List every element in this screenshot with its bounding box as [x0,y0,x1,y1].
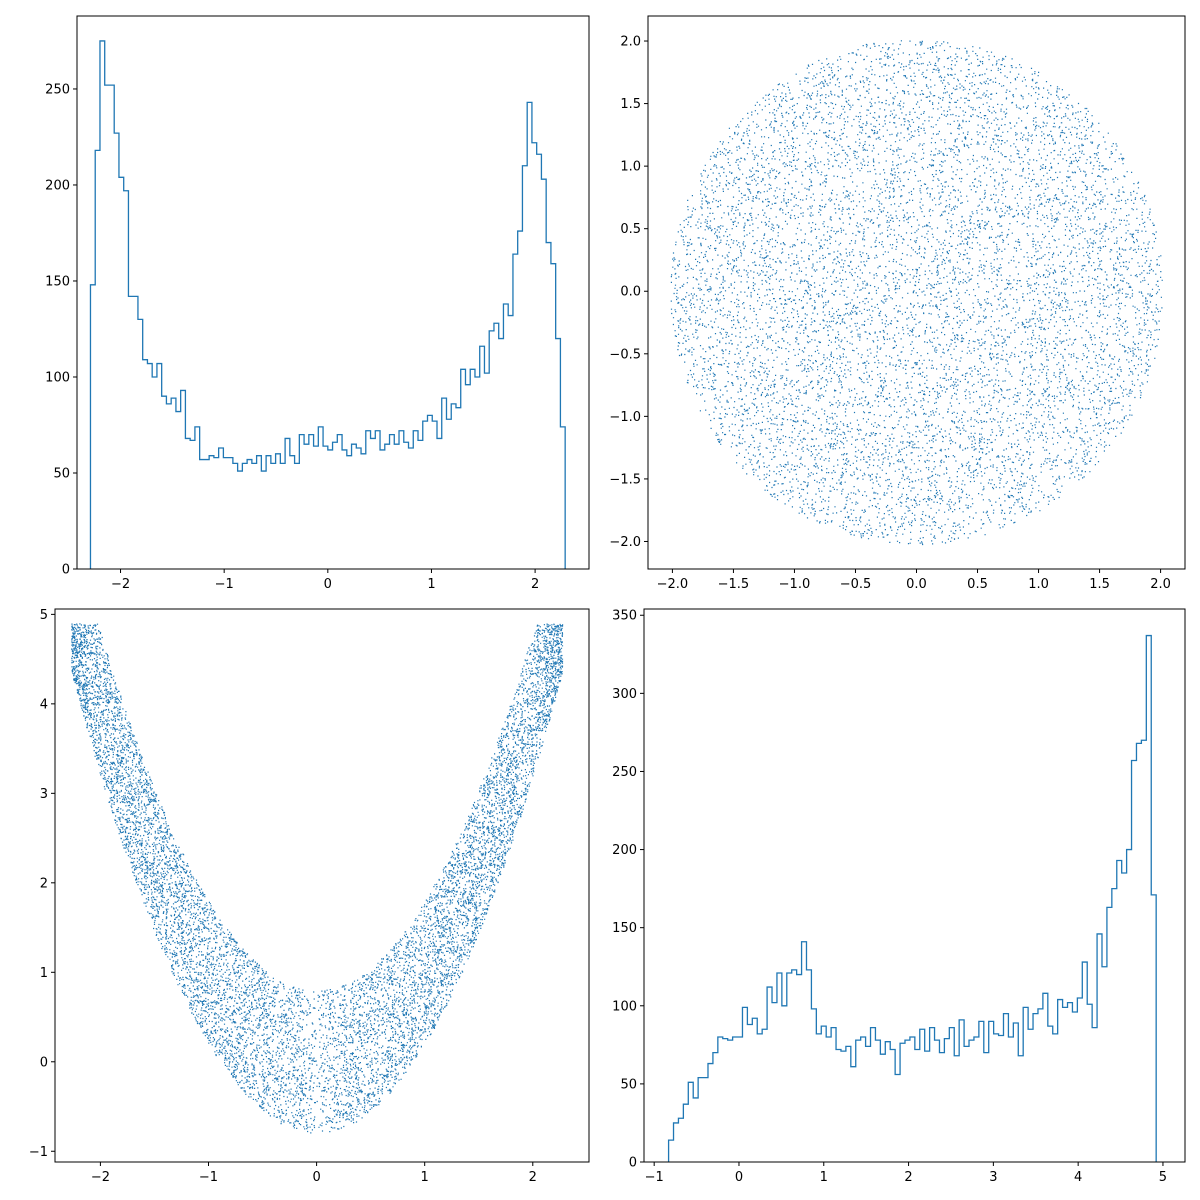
x-tick-label: −2.0 [657,577,689,592]
x-tick-label: 0 [324,577,332,592]
y-tick-label: 100 [45,370,70,385]
y-tick-label: 200 [612,843,637,858]
histogram-x-ticks: −2 −1 0 1 2 0 50 100 150 200 250 [45,82,539,592]
histogram-step-path [667,634,1157,1162]
x-tick-label: 1 [427,577,435,592]
parabola-scatter-panel: −2 −1 0 1 2 −1 0 1 2 3 4 5 [29,608,590,1185]
y-tick-label: −1.5 [609,472,641,487]
y-tick-label: 250 [45,82,70,97]
x-tick-label: 2 [529,1170,537,1185]
x-tick-label: −2 [111,577,130,592]
y-tick-label: 0 [62,563,70,578]
y-tick-label: 350 [612,609,637,624]
y-tick-label: 50 [620,1077,637,1092]
y-tick-label: −1.0 [609,410,641,425]
x-tick-label: 2 [904,1170,912,1185]
x-tick-label: −0.5 [840,577,872,592]
x-tick-label: −1 [645,1170,664,1185]
x-tick-label: 0 [312,1170,320,1185]
y-tick-label: 1.5 [620,97,641,112]
x-tick-label: 0.5 [967,577,988,592]
y-tick-label: 200 [45,178,70,193]
y-tick-label: 300 [612,687,637,702]
histogram-z-axes-frame [643,608,1186,1163]
y-tick-label: 0 [629,1156,637,1171]
y-tick-label: 250 [612,765,637,780]
x-tick-label: 5 [1159,1170,1167,1185]
x-tick-label: 1.0 [1028,577,1049,592]
y-tick-label: 5 [40,608,48,623]
y-tick-label: 50 [53,466,70,481]
histogram-x-panel: −2 −1 0 1 2 0 50 100 150 200 250 [45,15,590,592]
y-tick-label: 0.5 [620,222,641,237]
x-tick-label: −1 [215,577,234,592]
y-tick-label: 2 [40,876,48,891]
y-tick-label: 150 [612,921,637,936]
x-tick-label: 0.0 [906,577,927,592]
x-tick-label: 3 [989,1170,997,1185]
y-tick-label: 0 [40,1055,48,1070]
histogram-x-axes-frame [76,15,590,570]
x-tick-label: 0 [735,1170,743,1185]
x-tick-label: −1.5 [718,577,750,592]
disk-scatter-ticks: −2.0 −1.5 −1.0 −0.5 0.0 0.5 1.0 1.5 2.0 −2.0 −1.5 −… [609,35,1171,592]
x-tick-label: 1 [421,1170,429,1185]
x-tick-label: 2 [531,577,539,592]
y-tick-label: −1 [29,1145,48,1160]
scatter-points-path [670,40,1163,546]
x-tick-label: −1.0 [779,577,811,592]
histogram-step-path [89,40,566,569]
x-tick-label: 1 [820,1170,828,1185]
parabola-scatter-ticks: −2 −1 0 1 2 −1 0 1 2 3 4 5 [29,608,537,1185]
y-tick-label: 1 [40,966,48,981]
disk-scatter-points [670,40,1163,546]
parabola-scatter-axes-frame [54,608,590,1163]
y-tick-label: −0.5 [609,347,641,362]
y-tick-label: 1.0 [620,160,641,175]
x-tick-label: 2.0 [1150,577,1171,592]
x-tick-label: 1.5 [1089,577,1110,592]
x-tick-label: −1 [199,1170,218,1185]
histogram-z-step-line [667,634,1157,1162]
y-tick-label: −2.0 [609,535,641,550]
x-tick-label: −2 [91,1170,110,1185]
y-tick-label: 100 [612,999,637,1014]
disk-scatter-panel: −2.0 −1.5 −1.0 −0.5 0.0 0.5 1.0 1.5 2.0 −2.0 −1.5 −… [609,15,1186,592]
histogram-x-step-line [89,40,566,569]
y-tick-label: 0.0 [620,285,641,300]
y-tick-label: 150 [45,274,70,289]
y-tick-label: 2.0 [620,35,641,50]
x-tick-label: 4 [1074,1170,1082,1185]
y-tick-label: 3 [40,787,48,802]
y-tick-label: 4 [40,697,48,712]
